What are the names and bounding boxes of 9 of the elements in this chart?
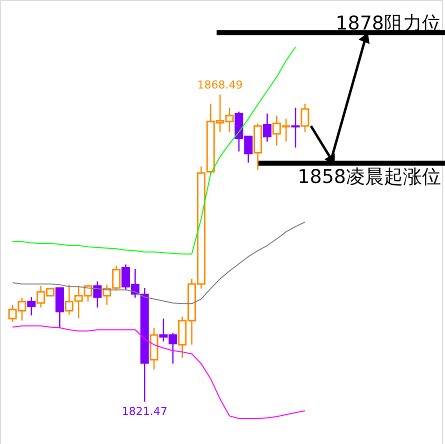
annotation: 1821.47: [122, 404, 168, 418]
candlestick: [262, 112, 272, 142]
annotation: 1868.49: [197, 78, 243, 92]
candlestick: [55, 287, 64, 328]
candlestick: [291, 107, 300, 148]
candlestick: [27, 296, 36, 316]
ref-line-label: 1858凌晨起涨位: [298, 166, 441, 188]
candlestick: [93, 280, 102, 308]
candlestick: [300, 103, 310, 133]
